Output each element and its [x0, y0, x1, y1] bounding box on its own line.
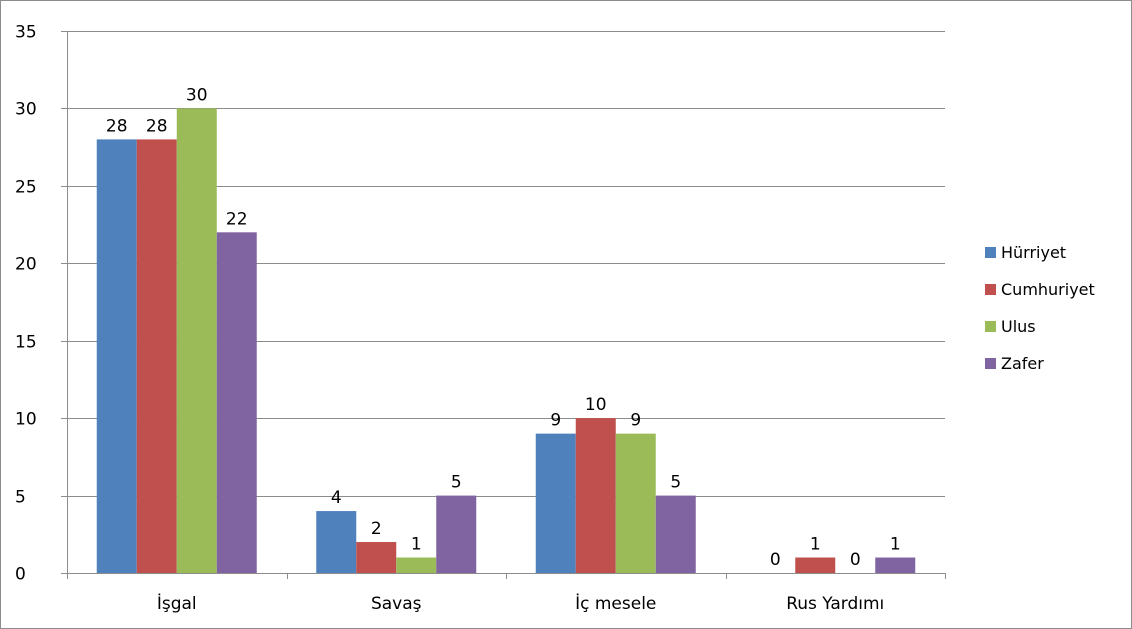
bar-ulus-2: [396, 557, 437, 573]
y-tick-label: 15: [15, 333, 37, 353]
bar-zafer-2: [436, 495, 477, 573]
data-label: 9: [550, 411, 561, 431]
y-tick-label: 25: [15, 178, 37, 198]
bar-cumhuriyet-1: [136, 139, 177, 573]
y-tick-label: 10: [15, 410, 37, 430]
legend-label: Cumhuriyet: [1001, 280, 1095, 299]
data-label: 10: [585, 395, 607, 415]
data-label: 1: [890, 535, 901, 555]
x-tick-label: Rus Yardımı: [786, 594, 884, 614]
data-label: 0: [850, 550, 861, 570]
legend-label: Zafer: [1001, 354, 1044, 373]
data-label: 22: [226, 209, 248, 229]
bar-zafer-4: [875, 557, 916, 573]
x-tick-label: İşgal: [157, 593, 197, 614]
y-tick-label: 0: [15, 565, 26, 585]
bar-zafer-1: [216, 232, 257, 574]
bar-cumhuriyet-2: [356, 542, 397, 573]
data-label: 2: [371, 519, 382, 539]
y-tick-label: 20: [15, 255, 37, 275]
data-label: 5: [451, 473, 462, 493]
x-tick-label: İç mesele: [575, 593, 656, 614]
data-label: 30: [186, 85, 208, 105]
legend-swatch: [985, 358, 996, 369]
y-tick-label: 35: [15, 23, 37, 43]
data-label: 0: [770, 550, 781, 570]
x-tick-label: Savaş: [371, 594, 422, 614]
legend-label: Ulus: [1001, 317, 1036, 336]
legend-label: Hürriyet: [1001, 243, 1066, 262]
legend-swatch: [985, 321, 996, 332]
data-label: 5: [670, 473, 681, 493]
data-label: 9: [630, 411, 641, 431]
legend-swatch: [985, 247, 996, 258]
y-tick-label: 30: [15, 100, 37, 120]
data-label: 4: [331, 488, 342, 508]
bar-cumhuriyet-3: [575, 418, 616, 573]
data-label: 28: [146, 116, 168, 136]
bar-ulus-1: [176, 108, 217, 573]
data-label: 1: [810, 535, 821, 555]
bar-zafer-3: [655, 495, 696, 573]
legend-swatch: [985, 284, 996, 295]
bar-hürriyet-1: [96, 139, 137, 573]
bar-cumhuriyet-4: [795, 557, 836, 573]
data-label: 1: [411, 535, 422, 555]
y-tick-label: 5: [15, 488, 26, 508]
data-label: 28: [106, 116, 128, 136]
bar-hürriyet-3: [535, 433, 576, 573]
bar-hürriyet-2: [316, 511, 357, 573]
bar-ulus-3: [615, 433, 656, 573]
